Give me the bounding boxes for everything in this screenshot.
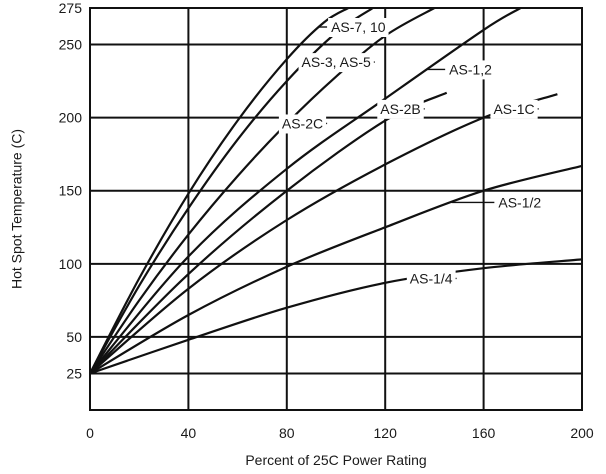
series-label-as-1-2: AS-1/2 — [498, 194, 541, 210]
x-tick-label-200: 200 — [570, 425, 594, 441]
x-tick-label-80: 80 — [279, 425, 295, 441]
grid — [90, 8, 582, 410]
series-label-as-1-2: AS-1,2 — [449, 61, 492, 77]
series-labels: AS-7, 10 AS-3, AS-5 AS-2C AS-1,2 AS-2B AS-1C A… — [278, 18, 545, 289]
x-tick-label-40: 40 — [181, 425, 197, 441]
series-line-as-1-2 — [89, 7, 522, 375]
series-line-as-2c — [89, 7, 435, 375]
series-label-bg-as-1c — [490, 99, 538, 119]
series-label-bg-as-2c — [278, 114, 327, 134]
y-tick-label-250: 250 — [59, 37, 83, 53]
series-line-as-7-10 — [89, 7, 349, 375]
x-tick-label-160: 160 — [472, 425, 496, 441]
series-lines — [89, 7, 583, 375]
series-line-as-1-4 — [89, 258, 583, 375]
series-label-as-1c: AS-1C — [493, 101, 534, 117]
series-label-bg-as-1-2 — [446, 60, 495, 80]
series-label-bg-as-1-2 — [495, 193, 545, 213]
series-label-as-7-10: AS-7, 10 — [331, 19, 386, 35]
y-tick-label-200: 200 — [59, 110, 83, 126]
series-label-as-2b: AS-2B — [380, 101, 420, 117]
x-tick-label-0: 0 — [86, 425, 94, 441]
series-label-as-2c: AS-2C — [282, 115, 323, 131]
x-tick-label-120: 120 — [374, 425, 398, 441]
series-label-bg-as-1-4 — [406, 269, 456, 289]
y-tick-label-150: 150 — [59, 183, 83, 199]
y-tick-label-25: 25 — [66, 365, 82, 381]
series-label-as-3-as-5: AS-3, AS-5 — [302, 54, 371, 70]
series-label-as-1-4: AS-1/4 — [410, 270, 453, 286]
y-tick-label-50: 50 — [66, 329, 82, 345]
y-axis-title: Hot Spot Temperature (C) — [9, 129, 25, 289]
series-label-bg-as-7-10 — [328, 18, 389, 38]
tick-labels: 0 40 80 120 160 200 25 50 100 150 200 250 275 — [59, 0, 594, 441]
y-tick-label-275: 275 — [59, 0, 83, 16]
series-label-bg-as-2b — [377, 99, 424, 119]
x-axis-title: Percent of 25C Power Rating — [245, 452, 426, 468]
y-tick-label-100: 100 — [59, 256, 83, 272]
series-line-as-1c — [89, 93, 558, 375]
series-line-as-1-2 — [89, 164, 583, 375]
series-label-bg-as-3-as-5 — [298, 53, 374, 73]
plot-frame — [89, 7, 583, 411]
